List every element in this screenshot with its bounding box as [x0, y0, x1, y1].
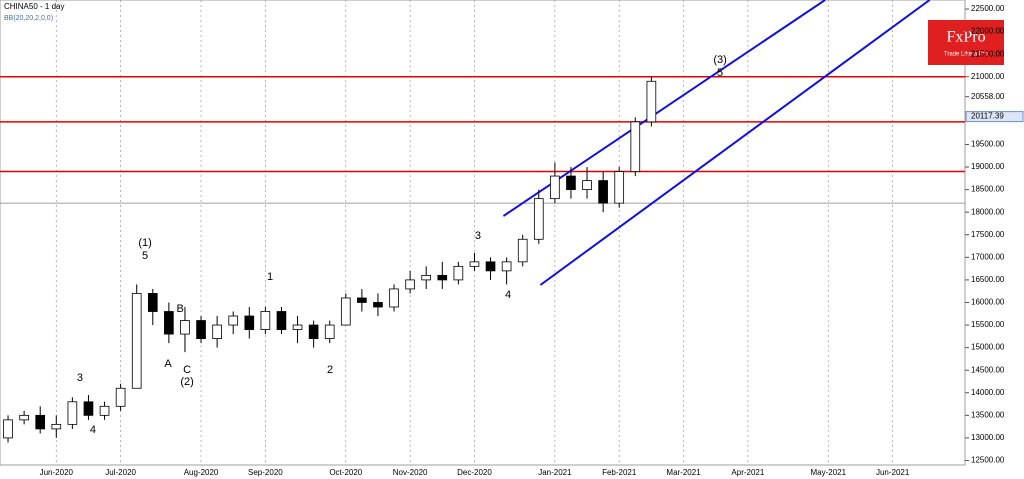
x-tick-label: Feb-2021 [602, 468, 637, 477]
candle-body [469, 261, 480, 267]
chart-title: CHINA50 - 1 day [4, 2, 64, 11]
x-tick-label: Jun-2020 [40, 468, 74, 477]
x-tick-label: Jun-2021 [876, 468, 910, 477]
candle-body [517, 238, 528, 263]
y-tick-label: 12500.00 [971, 456, 1005, 465]
candle-body [389, 288, 399, 308]
x-tick-label: Jan-2021 [538, 468, 572, 477]
y-tick-label: 22500.00 [971, 4, 1005, 13]
candle-body [324, 324, 335, 339]
candle-body [115, 387, 126, 407]
candle-body [598, 180, 608, 204]
x-tick-label: Apr-2021 [731, 468, 764, 477]
last-price-label: 20117.39 [971, 112, 1004, 121]
y-tick-label: 18000.00 [971, 207, 1005, 216]
candle-body [501, 261, 512, 272]
candle-body [19, 414, 29, 421]
x-tick-label: Sep-2020 [248, 468, 283, 477]
candle-body [83, 401, 94, 416]
candle-body [164, 311, 174, 335]
candle-body [533, 198, 544, 240]
x-tick-label: Dec-2020 [457, 468, 492, 477]
y-tick-label: 18500.00 [971, 185, 1005, 194]
y-tick-label: 15500.00 [971, 320, 1005, 329]
logo [928, 20, 1004, 65]
y-tick-label: 20558.00 [971, 92, 1005, 101]
wave-label: 3 [77, 372, 83, 384]
wave-label: 4 [90, 424, 96, 436]
wave-label: 5 [717, 67, 723, 79]
last-price-box [965, 111, 1024, 123]
candle-body [67, 401, 78, 425]
candle-body [357, 297, 367, 303]
candle-body [340, 297, 351, 326]
wave-label: (2) [180, 376, 193, 388]
wave-label: C [183, 364, 191, 376]
logo-brand: FxPro [946, 29, 985, 46]
candle-body [212, 324, 222, 339]
candle-body [51, 423, 62, 430]
candle-body [550, 175, 560, 200]
y-tick-label: 14500.00 [971, 365, 1005, 374]
candle-body [3, 419, 13, 439]
y-tick-label: 19500.00 [971, 140, 1005, 149]
y-tick-label: 13000.00 [971, 433, 1005, 442]
candle-body [244, 315, 255, 330]
wave-label: 3 [475, 230, 481, 242]
candle-body [228, 315, 239, 326]
candle-body [566, 175, 576, 191]
channel-line [539, 0, 931, 286]
wave-label: 1 [267, 271, 273, 283]
wave-label: 4 [505, 289, 511, 301]
candle-body [485, 261, 496, 272]
candle-body [180, 320, 190, 335]
candle-body [35, 414, 46, 430]
x-tick-label: May-2021 [811, 468, 847, 477]
x-tick-label: Nov-2020 [393, 468, 428, 477]
candle-body [437, 274, 448, 281]
candle-body [276, 311, 287, 330]
candle-body [630, 121, 641, 172]
wave-label: (3) [713, 54, 726, 66]
candle-body [292, 324, 303, 330]
y-tick-label: 16000.00 [971, 298, 1005, 307]
candle-body [147, 293, 158, 312]
x-tick-label: Oct-2020 [329, 468, 362, 477]
y-tick-label: 14000.00 [971, 388, 1005, 397]
y-tick-label: 19000.00 [971, 162, 1005, 171]
candle-body [405, 279, 415, 290]
x-tick-label: Mar-2021 [666, 468, 701, 477]
wave-label: 5 [142, 250, 148, 262]
candle-body [308, 324, 319, 339]
candle-body [582, 180, 592, 191]
candle-body [421, 274, 432, 281]
indicator-label: BB(20,20,2,0,0) [4, 15, 53, 22]
candle-body [99, 405, 110, 416]
candle-body [614, 171, 625, 204]
y-tick-label: 17000.00 [971, 252, 1005, 261]
candle-body [373, 302, 383, 308]
wave-label: (1) [138, 237, 151, 249]
y-tick-label: 21000.00 [971, 72, 1005, 81]
y-tick-label: 16500.00 [971, 275, 1005, 284]
wave-label: 2 [327, 364, 333, 376]
candle-body [131, 293, 142, 389]
candle-body [646, 80, 657, 123]
candle-body [453, 265, 464, 281]
wave-label: A [164, 358, 172, 370]
wave-label: B [176, 303, 183, 315]
y-tick-label: 13500.00 [971, 410, 1005, 419]
x-tick-label: Aug-2020 [184, 468, 219, 477]
candle-body [196, 320, 206, 339]
y-tick-label: 22000.00 [971, 27, 1005, 36]
y-tick-label: 15000.00 [971, 343, 1005, 352]
y-tick-label: 21500.00 [971, 49, 1005, 58]
y-tick-label: 17500.00 [971, 230, 1005, 239]
candle-body [260, 311, 271, 330]
plot-area [0, 0, 966, 466]
x-tick-label: Jul-2020 [105, 468, 136, 477]
